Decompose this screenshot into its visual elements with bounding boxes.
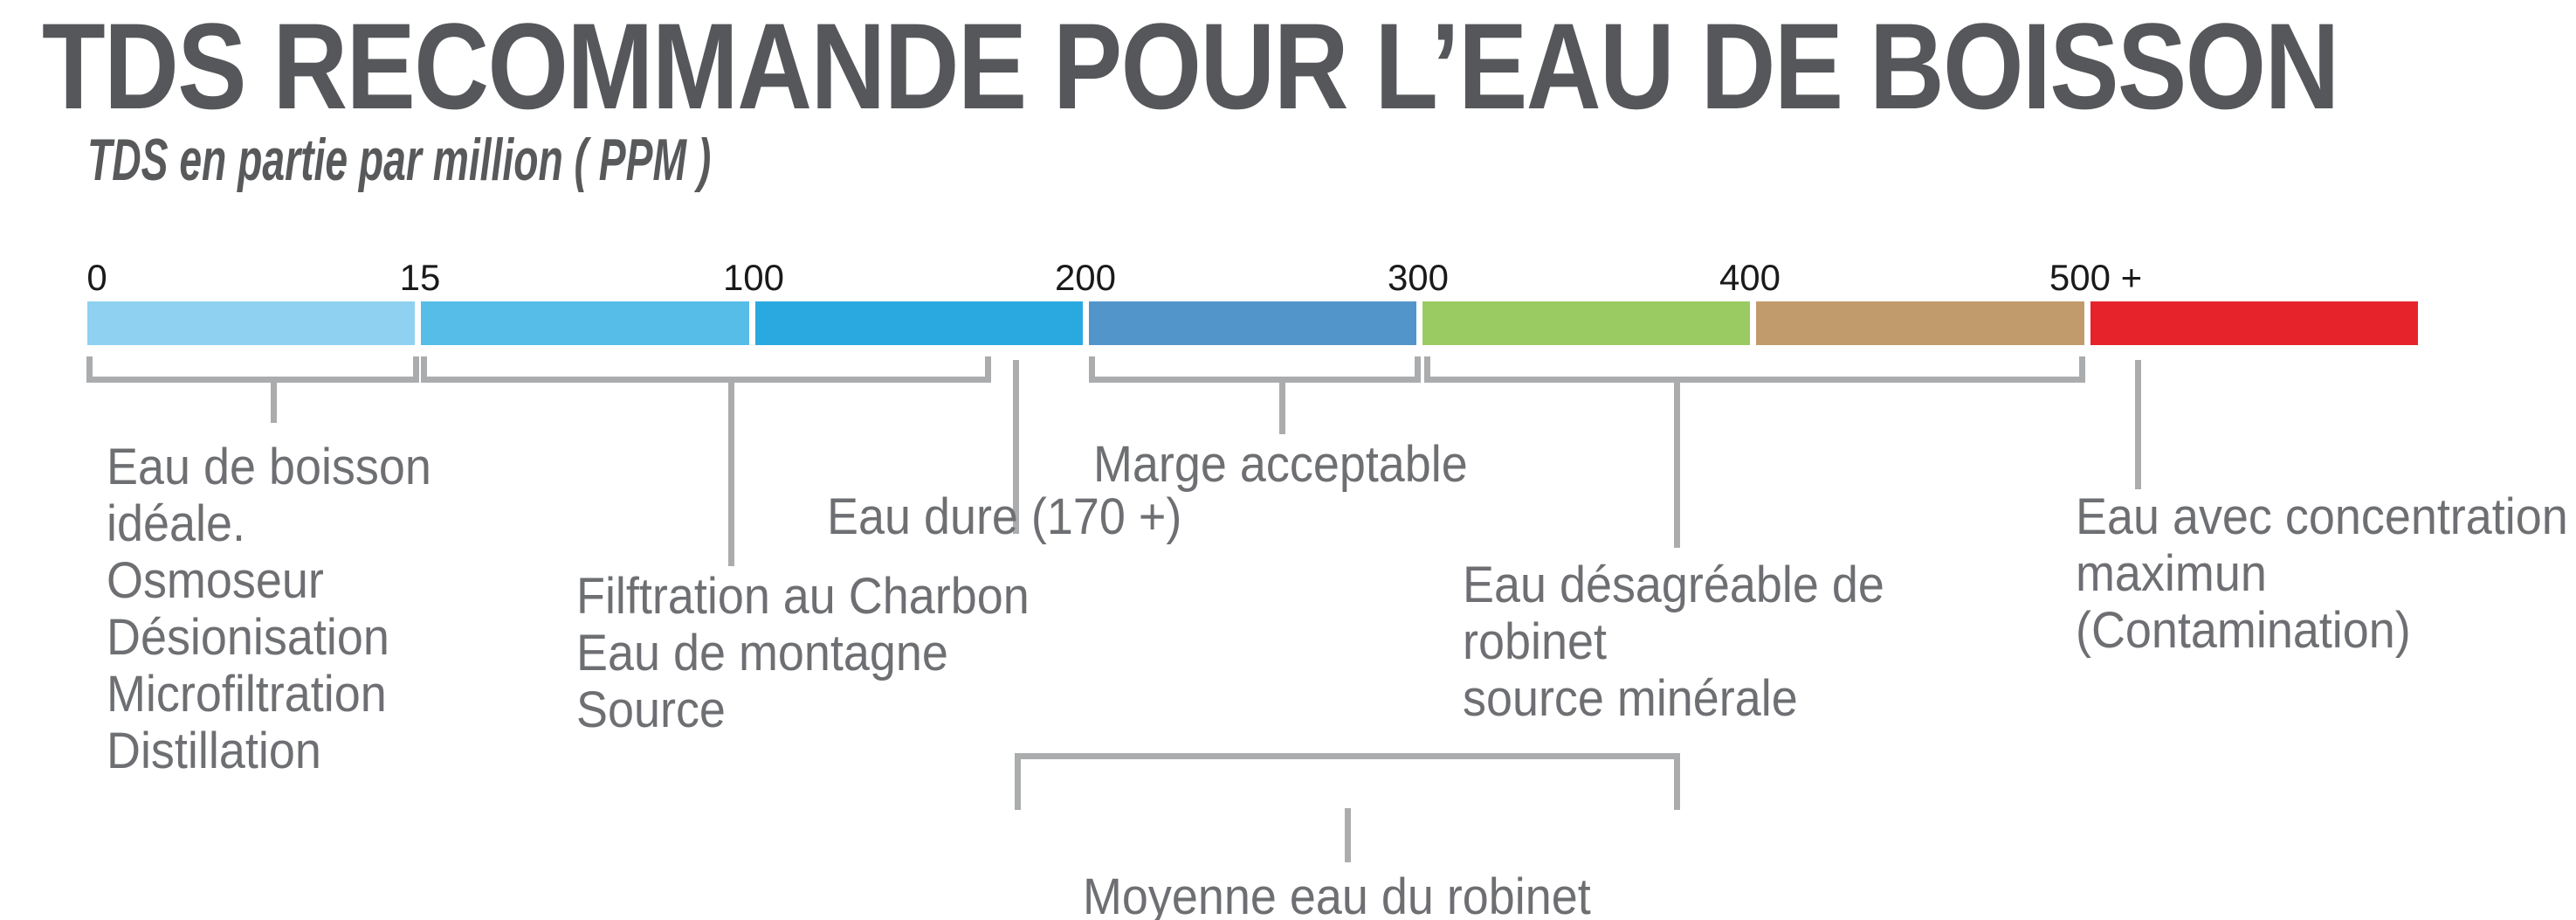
- label-hard-water: Eau dure (170 +): [827, 488, 1182, 545]
- tick-0: 0: [86, 257, 107, 298]
- tick-300: 300: [1387, 257, 1450, 298]
- scale-segment-500plus: [2090, 301, 2418, 345]
- label-ideal-water: Eau de boisson idéale. Osmoseur Désionis…: [107, 439, 431, 779]
- bracket-acceptable-range: [1089, 356, 1421, 383]
- label-line: Distillation: [107, 723, 321, 779]
- page-subtitle: TDS en partie par million ( PPM ): [87, 127, 712, 193]
- label-line: Microfiltration: [107, 666, 387, 723]
- label-line: idéale.: [107, 495, 245, 552]
- stem-unpleasant: [1674, 381, 1680, 548]
- pointer-max-concentration: [2135, 360, 2141, 489]
- scale-segment-15-100: [421, 301, 749, 345]
- stem-filtration: [728, 381, 734, 566]
- scale-segment-400-500: [1756, 301, 2084, 345]
- label-line: Eau désagréable de: [1463, 557, 1884, 613]
- tds-scale-bar: [87, 301, 2418, 345]
- label-line: Eau avec concentration: [2076, 488, 2568, 545]
- label-line: Désionisation: [107, 609, 389, 666]
- tick-15: 15: [399, 257, 441, 298]
- label-filtration: Filftration au Charbon Eau de montagne S…: [576, 568, 1030, 738]
- label-line: maximun: [2076, 545, 2267, 602]
- label-line: Osmoseur: [107, 552, 324, 609]
- bracket-average-tap-range: [1015, 753, 1680, 810]
- label-line: robinet: [1463, 613, 1607, 670]
- label-line: (Contamination): [2076, 602, 2411, 659]
- label-line: Eau de montagne: [576, 625, 948, 681]
- tick-500plus: 500 +: [2049, 257, 2143, 298]
- label-line: source minérale: [1463, 670, 1798, 727]
- label-unpleasant-water: Eau désagréable de robinet source minéra…: [1463, 557, 1884, 727]
- bracket-ideal-range: [86, 356, 419, 383]
- page-title: TDS RECOMMANDE POUR L’EAU DE BOISSON: [42, 0, 2339, 135]
- tick-100: 100: [722, 257, 785, 298]
- scale-segment-100-200: [754, 301, 1083, 345]
- tick-200: 200: [1054, 257, 1117, 298]
- stem-acceptable: [1279, 381, 1285, 434]
- pointer-hard-water: [1013, 360, 1019, 534]
- label-line: Eau de boisson: [107, 439, 431, 495]
- bracket-filtration-range: [421, 356, 991, 383]
- label-acceptable-margin: Marge acceptable: [1093, 436, 1468, 493]
- label-max-concentration: Eau avec concentration maximun (Contamin…: [2076, 488, 2568, 659]
- stem-average-tap: [1345, 808, 1351, 862]
- scale-segment-300-400: [1422, 301, 1751, 345]
- bracket-unpleasant-range: [1424, 356, 2085, 383]
- label-average-tap: Moyenne eau du robinet: [1083, 868, 1591, 920]
- label-line: Source: [576, 681, 726, 738]
- scale-segment-200-300: [1088, 301, 1417, 345]
- label-line: Filftration au Charbon: [576, 568, 1030, 625]
- tick-400: 400: [1718, 257, 1781, 298]
- scale-segment-0-15: [87, 301, 416, 345]
- stem-ideal: [271, 381, 277, 423]
